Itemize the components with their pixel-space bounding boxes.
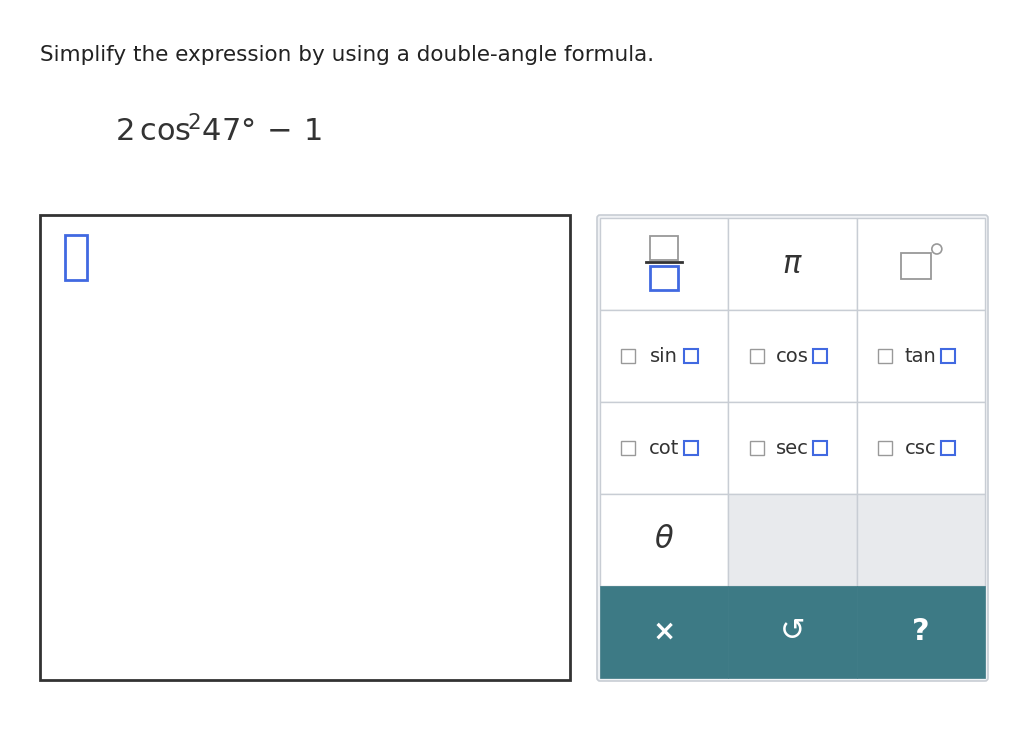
Bar <box>728 494 857 586</box>
Bar <box>650 266 678 290</box>
Bar <box>857 494 985 586</box>
Text: tan: tan <box>905 346 937 366</box>
Text: cos: cos <box>776 346 809 366</box>
Text: $\pi$: $\pi$ <box>782 250 803 279</box>
Bar <box>750 441 764 455</box>
Bar <box>812 349 826 363</box>
Bar <box>600 310 728 402</box>
Bar <box>728 310 857 402</box>
Bar <box>878 441 892 455</box>
Text: ↺: ↺ <box>779 618 805 646</box>
Bar <box>600 586 728 678</box>
Text: cot: cot <box>649 439 679 458</box>
Text: Simplify the expression by using a double-angle formula.: Simplify the expression by using a doubl… <box>40 45 654 65</box>
Bar <box>650 236 678 260</box>
Bar <box>750 349 764 363</box>
Bar <box>941 441 954 455</box>
Bar <box>622 349 635 363</box>
Bar <box>728 402 857 494</box>
FancyBboxPatch shape <box>597 215 988 681</box>
Bar <box>941 349 954 363</box>
Bar <box>600 494 728 586</box>
Text: ×: × <box>652 618 676 646</box>
Text: sin: sin <box>650 346 678 366</box>
Bar <box>812 441 826 455</box>
Bar <box>600 218 728 310</box>
Bar <box>728 218 857 310</box>
Bar <box>857 218 985 310</box>
Bar <box>600 402 728 494</box>
Text: $\theta$: $\theta$ <box>654 525 674 554</box>
Bar <box>857 402 985 494</box>
Bar <box>857 310 985 402</box>
Text: $2\,\mathrm{cos}^{\!2}47°\,-\,1$: $2\,\mathrm{cos}^{\!2}47°\,-\,1$ <box>115 115 322 147</box>
Text: csc: csc <box>905 439 937 458</box>
Bar <box>878 349 892 363</box>
Bar <box>40 215 570 680</box>
Bar <box>65 235 87 280</box>
Bar <box>684 441 698 455</box>
Text: sec: sec <box>776 439 809 458</box>
Bar <box>728 586 857 678</box>
Bar <box>684 349 698 363</box>
Bar <box>901 253 931 279</box>
Text: ?: ? <box>912 618 930 646</box>
Bar <box>622 441 635 455</box>
Bar <box>857 586 985 678</box>
